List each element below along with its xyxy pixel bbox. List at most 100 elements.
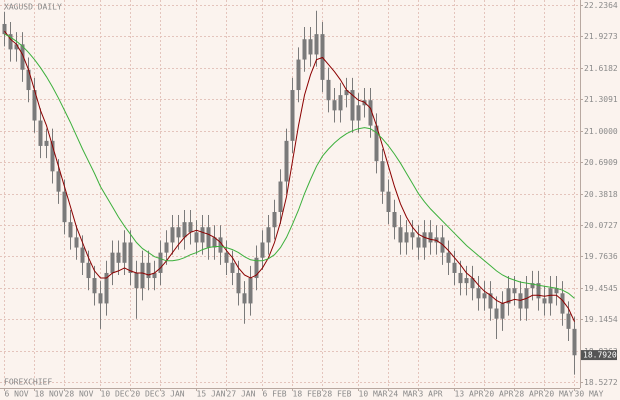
x-tick-label: 10 MAR <box>359 390 388 399</box>
candle-body <box>134 272 139 289</box>
y-tick-label: 19.1454 <box>584 315 618 324</box>
candle-body <box>494 308 499 319</box>
x-tick-label: 20 APR <box>485 390 514 399</box>
candle-body <box>380 161 385 192</box>
candle-body <box>410 232 415 238</box>
candle-body <box>536 283 541 299</box>
candle-body <box>206 227 211 248</box>
candle-body <box>200 227 205 243</box>
x-tick-label: 3 APR <box>419 390 443 399</box>
candle-body <box>314 34 319 55</box>
moving-average-line <box>4 33 575 299</box>
candle-body <box>476 288 481 299</box>
candle-body <box>2 23 7 35</box>
candle-body <box>458 272 463 284</box>
x-tick-label: 18 FEB <box>293 390 322 399</box>
x-tick-label: 28 APR <box>515 390 544 399</box>
candle-body <box>464 278 469 284</box>
y-tick-label: 19.7636 <box>584 252 618 261</box>
candle-body <box>260 242 265 258</box>
candle-body <box>482 293 487 299</box>
x-tick-label: 3 JAN <box>161 390 185 399</box>
y-tick-label: 21.6182 <box>584 64 618 73</box>
candle-body <box>86 262 91 279</box>
candle-body <box>236 272 241 294</box>
candle-body <box>26 69 31 91</box>
candle-body <box>218 237 223 253</box>
y-tick-label: 19.4545 <box>584 284 618 293</box>
candle-body <box>194 232 199 243</box>
candle-body <box>68 222 73 238</box>
x-tick-label: 24 MAR <box>389 390 418 399</box>
candle-body <box>32 90 37 121</box>
candle-body <box>44 140 49 146</box>
candle-body <box>158 252 163 273</box>
candle-body <box>488 293 493 309</box>
grid <box>0 0 583 391</box>
y-tick-label: 21.9273 <box>584 32 618 41</box>
candle-body <box>356 105 361 121</box>
candle-body <box>74 237 79 248</box>
candle-body <box>470 278 475 289</box>
candle-body <box>38 120 43 146</box>
candle-body <box>386 191 391 212</box>
candle-body <box>224 252 229 263</box>
candle-body <box>368 100 373 126</box>
candle-body <box>20 44 25 70</box>
candle-body <box>542 298 547 304</box>
candle-body <box>122 242 127 263</box>
candle-body <box>398 227 403 243</box>
candle-body <box>14 44 19 50</box>
y-tick-label: 21.0000 <box>584 127 618 136</box>
candle-body <box>284 140 289 182</box>
candle-body <box>128 242 133 273</box>
candle-body <box>500 303 505 319</box>
y-tick-label: 20.6909 <box>584 158 618 167</box>
candle-body <box>416 237 421 248</box>
current-price-label: 18.7920 <box>583 351 617 360</box>
candle-body <box>452 262 457 273</box>
candle-body <box>50 140 55 172</box>
y-tick-label: 20.0727 <box>584 221 618 230</box>
candle-body <box>104 272 109 304</box>
candle-body <box>164 242 169 253</box>
candle-body <box>512 288 517 294</box>
candle-body <box>176 227 181 238</box>
candle-body <box>332 100 337 111</box>
candle-body <box>212 237 217 248</box>
candle-body <box>518 293 523 309</box>
x-tick-label: 20 DEC <box>131 390 160 399</box>
x-tick-label: 28 FEB <box>323 390 352 399</box>
x-tick-label: 6 FEB <box>263 390 287 399</box>
moving-average-line <box>4 30 575 322</box>
candle-body <box>80 247 85 263</box>
plot <box>2 10 577 375</box>
candle-body <box>506 288 511 304</box>
candle-body <box>248 278 253 304</box>
candle-body <box>428 232 433 243</box>
candle-body <box>350 90 355 121</box>
y-tick-label: 20.3818 <box>584 190 618 199</box>
candle-body <box>296 59 301 91</box>
x-tick-label: 18 NOV <box>35 390 64 399</box>
x-tick-label: 30 MAY <box>575 390 604 399</box>
x-tick-label: 15 JAN <box>197 390 226 399</box>
x-tick-label: 28 NOV <box>65 390 94 399</box>
candle-body <box>170 227 175 243</box>
candle-body <box>230 262 235 273</box>
candle-body <box>242 293 247 304</box>
candle-body <box>146 262 151 279</box>
candle-body <box>404 232 409 243</box>
candle-body <box>422 232 427 248</box>
candle-body <box>530 283 535 289</box>
candle-body <box>344 90 349 96</box>
candle-body <box>152 272 157 279</box>
watermark: FOREXCHIEF <box>4 378 52 387</box>
candle-body <box>338 95 343 111</box>
candle-body <box>8 34 13 50</box>
y-tick-label: 21.3091 <box>584 95 618 104</box>
candle-body <box>266 227 271 243</box>
candle-body <box>272 211 277 228</box>
chart-title: XAGUSD DAILY <box>4 3 62 12</box>
